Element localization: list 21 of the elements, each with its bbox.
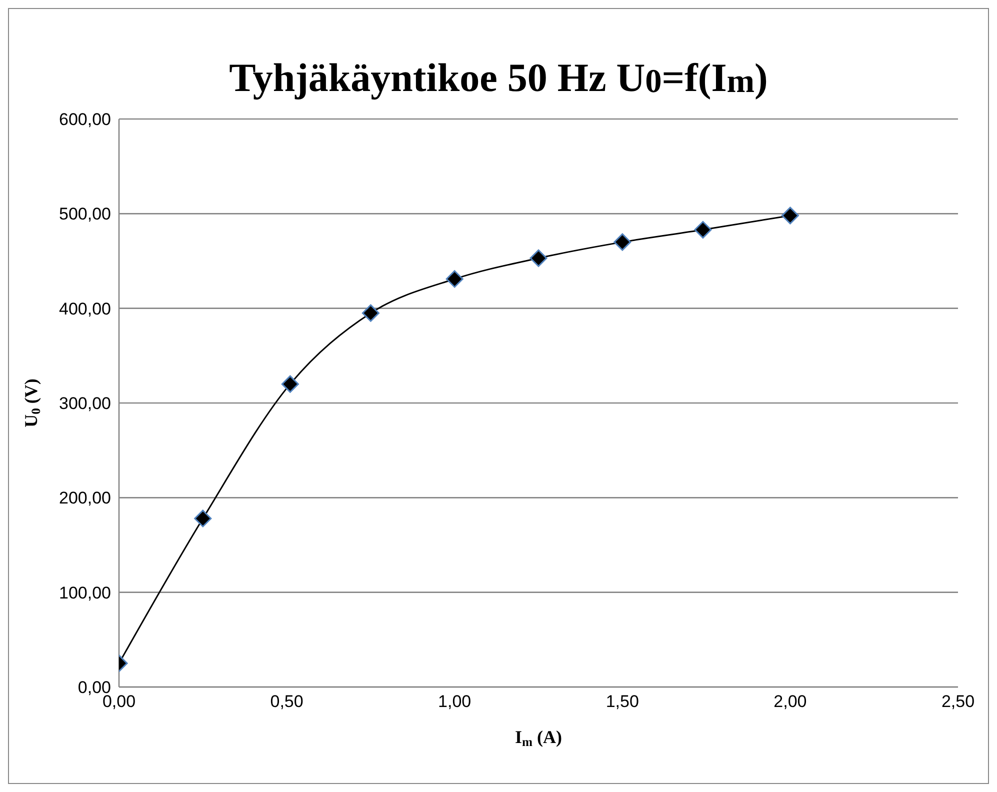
x-axis-title: I$_{m}$ (A) bbox=[514, 727, 562, 750]
point bbox=[614, 233, 632, 251]
y-tick-label: 500,00 bbox=[59, 204, 111, 224]
x-tick-label: 0,50 bbox=[270, 692, 304, 712]
y-tick-label: 100,00 bbox=[59, 583, 111, 602]
x-tick-label: 2,50 bbox=[941, 692, 975, 712]
x-tick-label: 0,00 bbox=[102, 692, 136, 712]
y-tick-label: 400,00 bbox=[59, 299, 111, 318]
x-tick-label: 1,50 bbox=[606, 692, 639, 712]
y-tick-label: 200,00 bbox=[59, 488, 111, 508]
y-tick-label: 600,00 bbox=[59, 110, 111, 130]
x-tick-label: 1,00 bbox=[438, 692, 472, 712]
point bbox=[281, 375, 299, 393]
y-tick-label: 300,00 bbox=[59, 394, 111, 414]
point bbox=[446, 270, 464, 288]
point bbox=[530, 249, 548, 267]
point bbox=[781, 206, 799, 224]
point bbox=[194, 510, 212, 528]
point bbox=[694, 221, 712, 239]
point bbox=[362, 304, 380, 322]
x-tick-label: 2,00 bbox=[774, 692, 807, 712]
